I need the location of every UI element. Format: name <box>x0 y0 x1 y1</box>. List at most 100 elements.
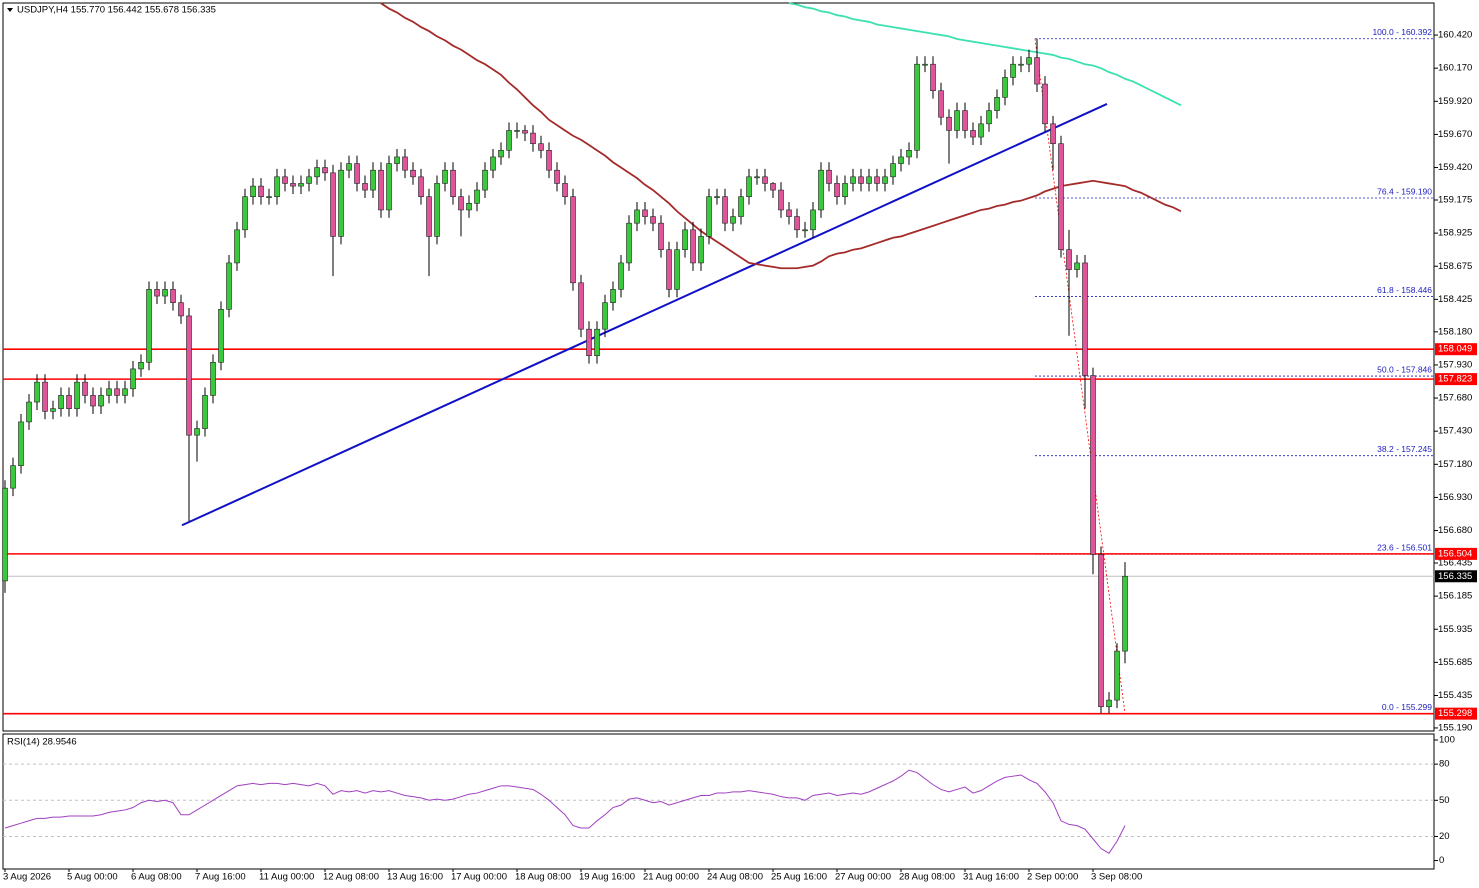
candle-body <box>1098 554 1104 708</box>
candle-body <box>434 183 440 237</box>
candle-body <box>378 169 384 211</box>
candle-body <box>762 176 768 184</box>
candle-body <box>98 395 104 407</box>
rsi-tick-label: 80 <box>1439 759 1450 770</box>
candle-body <box>514 130 520 132</box>
last-price-label: 156.335 <box>1438 571 1472 582</box>
candle-body <box>594 328 600 356</box>
chart-title: USDJPY,H4 155.770 156.442 155.678 156.33… <box>17 5 216 16</box>
candle-body <box>122 388 128 396</box>
x-tick-label: 21 Aug 00:00 <box>643 872 699 883</box>
candle-body <box>458 196 464 211</box>
candle-body <box>922 63 928 66</box>
level-tag <box>1435 707 1477 720</box>
candle-body <box>1010 63 1016 78</box>
candle-body <box>850 176 856 184</box>
candle-body <box>730 216 736 224</box>
x-tick-label: 2 Sep 00:00 <box>1027 872 1078 883</box>
candle-body <box>738 196 744 217</box>
candle-body <box>1106 699 1112 708</box>
candle-body <box>866 176 872 184</box>
trendline <box>181 103 1108 527</box>
candle-body <box>210 361 216 396</box>
y-tick-label: 155.435 <box>1438 690 1472 701</box>
level-label: 155.298 <box>1438 708 1472 719</box>
fib-label: 76.4 - 159.190 <box>1377 186 1432 196</box>
x-tick-label: 3 Sep 08:00 <box>1091 872 1142 883</box>
x-tick-label: 3 Aug 2026 <box>3 872 51 883</box>
y-tick-label: 157.930 <box>1438 359 1472 370</box>
candle-body <box>274 176 280 197</box>
candle-body <box>1090 375 1096 555</box>
level-label: 156.504 <box>1438 548 1472 559</box>
candle-body <box>218 309 224 363</box>
candle-body <box>690 229 696 264</box>
candle-body <box>410 169 416 178</box>
x-tick-label: 6 Aug 08:00 <box>131 872 182 883</box>
candle-body <box>178 302 184 317</box>
candle-body <box>50 408 56 412</box>
candle-body <box>634 209 640 224</box>
candle-body <box>162 289 168 297</box>
last-price-tag <box>1435 570 1477 583</box>
y-tick-label: 158.925 <box>1438 228 1472 239</box>
rsi-tick-label: 20 <box>1439 831 1450 842</box>
candle-body <box>978 123 984 138</box>
candle-body <box>538 143 544 151</box>
candle-body <box>610 289 616 303</box>
candle-body <box>674 249 680 290</box>
y-tick-label: 159.920 <box>1438 96 1472 107</box>
candle-body <box>834 183 840 197</box>
fib-diagonal <box>1034 38 1126 714</box>
candle-body <box>18 421 24 466</box>
candle-body <box>882 176 888 184</box>
candle-body <box>722 196 728 224</box>
candle-body <box>186 315 192 436</box>
candle-body <box>58 395 64 409</box>
candle-body <box>954 110 960 131</box>
y-tick-label: 160.420 <box>1438 30 1472 41</box>
candle-body <box>370 169 376 191</box>
candle-body <box>874 176 880 184</box>
candle-body <box>970 130 976 138</box>
candle-body <box>794 216 800 231</box>
candle-body <box>858 176 864 184</box>
candle-body <box>810 209 816 231</box>
candle-body <box>1114 650 1120 701</box>
candle-body <box>66 395 72 409</box>
candle-body <box>354 163 360 184</box>
candle-body <box>10 465 16 489</box>
candle-body <box>474 189 480 204</box>
fib-label: 0.0 - 155.299 <box>1382 702 1432 712</box>
candle-body <box>346 163 352 171</box>
candle-body <box>498 150 504 158</box>
x-tick-label: 5 Aug 00:00 <box>67 872 118 883</box>
fib-label: 50.0 - 157.846 <box>1377 364 1432 374</box>
candle-body <box>578 282 584 330</box>
candle-body <box>818 169 824 211</box>
candle-body <box>698 236 704 264</box>
candle-body <box>706 196 712 237</box>
candle-body <box>202 395 208 429</box>
candle-body <box>890 163 896 178</box>
x-tick-label: 24 Aug 08:00 <box>707 872 763 883</box>
y-tick-label: 159.420 <box>1438 162 1472 173</box>
x-tick-label: 25 Aug 16:00 <box>771 872 827 883</box>
candle-body <box>362 183 368 191</box>
candle-body <box>1066 249 1072 270</box>
candle-body <box>898 156 904 164</box>
candle-body <box>1082 262 1088 376</box>
candle-body <box>962 110 968 131</box>
rsi-tick-label: 50 <box>1439 795 1450 806</box>
rsi-tick-label: 100 <box>1439 735 1455 746</box>
fib-label: 38.2 - 157.245 <box>1377 444 1432 454</box>
candle-body <box>946 116 952 131</box>
candle-body <box>106 388 112 396</box>
candle-body <box>802 229 808 232</box>
candle-body <box>602 302 608 330</box>
candle-body <box>1002 77 1008 98</box>
y-tick-label: 158.675 <box>1438 261 1472 272</box>
candle-body <box>930 63 936 92</box>
candle-body <box>906 150 912 158</box>
